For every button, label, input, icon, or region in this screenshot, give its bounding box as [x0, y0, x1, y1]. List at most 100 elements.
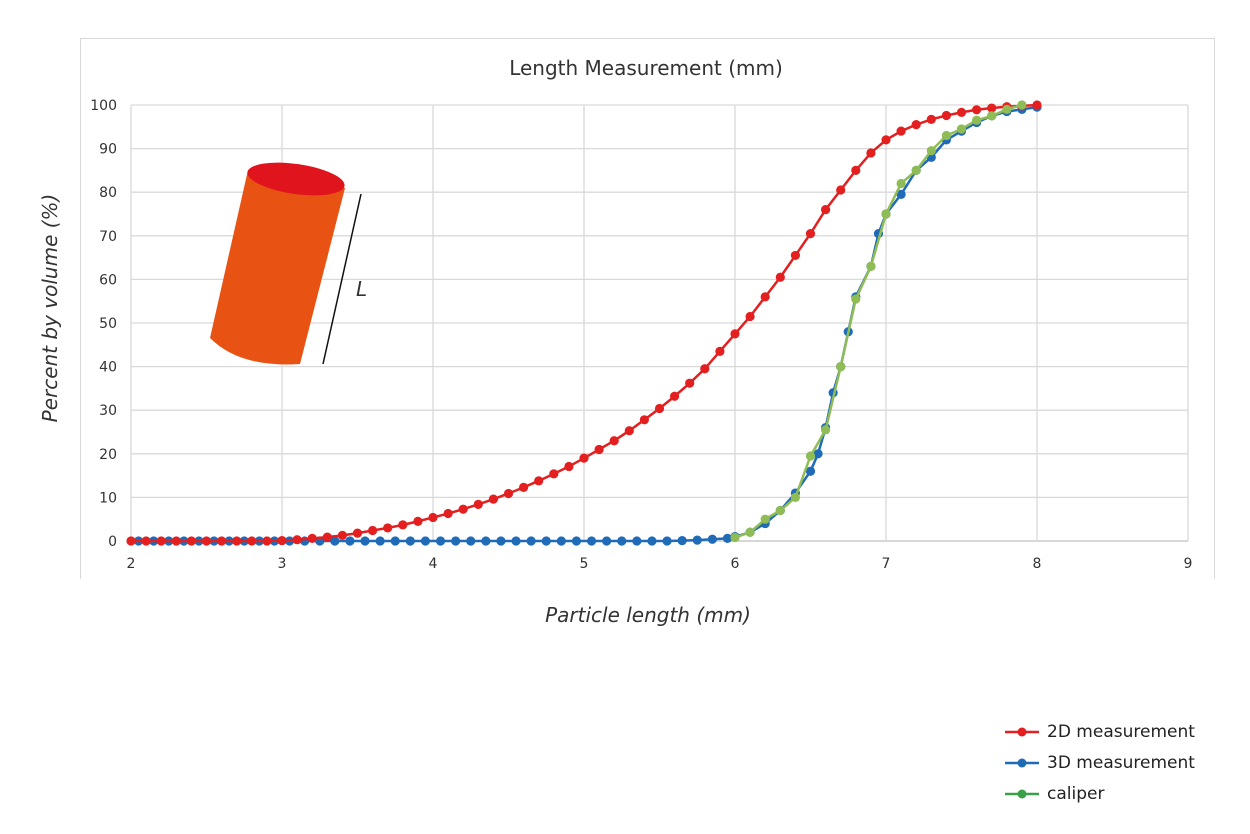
- x-tick-label: 7: [882, 556, 891, 572]
- data-point: [730, 329, 740, 339]
- data-point: [632, 536, 642, 546]
- data-point: [345, 536, 355, 546]
- data-point: [926, 146, 936, 156]
- data-point: [451, 536, 461, 546]
- data-point: [1017, 100, 1027, 110]
- data-point: [911, 120, 921, 130]
- x-tick-label: 5: [580, 556, 589, 572]
- legend-item-2d: 2D measurement: [1005, 716, 1195, 747]
- y-tick-label: 10: [99, 490, 117, 506]
- data-point: [836, 185, 846, 195]
- data-point: [277, 535, 287, 546]
- data-point: [926, 114, 936, 124]
- data-point: [549, 469, 559, 479]
- data-point: [670, 391, 680, 401]
- data-point: [337, 530, 347, 540]
- x-tick-label: 9: [1184, 556, 1193, 572]
- data-point: [662, 536, 672, 546]
- data-point: [881, 209, 891, 219]
- data-point: [330, 536, 340, 546]
- data-point: [700, 364, 710, 374]
- data-point: [322, 532, 332, 542]
- data-point: [813, 449, 823, 459]
- data-point: [715, 346, 725, 356]
- data-point: [473, 499, 483, 509]
- data-point: [586, 536, 597, 546]
- chart-frame: [80, 38, 1215, 579]
- data-point: [851, 294, 861, 304]
- data-point: [866, 261, 876, 271]
- data-point: [956, 124, 967, 134]
- data-point: [722, 533, 733, 543]
- legend-item-caliper: caliper: [1005, 778, 1195, 809]
- data-point: [654, 403, 665, 414]
- y-tick-label: 0: [108, 534, 117, 550]
- data-point: [677, 535, 687, 546]
- data-point: [503, 488, 514, 499]
- data-point: [805, 466, 816, 476]
- data-point: [594, 444, 604, 455]
- data-point: [745, 527, 755, 537]
- data-point: [790, 250, 801, 261]
- data-point: [126, 536, 136, 546]
- y-tick-label: 100: [90, 98, 117, 114]
- data-point: [896, 189, 906, 199]
- data-point: [602, 536, 612, 546]
- y-tick-label: 20: [99, 447, 117, 463]
- x-tick-label: 4: [429, 556, 438, 572]
- y-axis-label: Percent by volume (%): [38, 194, 62, 423]
- length-annotation: L: [356, 277, 367, 301]
- data-point: [383, 523, 393, 533]
- y-tick-label: 80: [99, 185, 117, 201]
- x-tick-label: 3: [278, 556, 287, 572]
- data-point: [760, 292, 770, 302]
- data-point: [707, 534, 717, 544]
- data-point: [821, 425, 831, 435]
- data-point: [987, 103, 997, 113]
- data-point: [972, 115, 982, 125]
- series-line: [734, 103, 1023, 539]
- data-point: [141, 536, 151, 546]
- cylinder-illustration: L: [210, 162, 367, 365]
- data-point: [435, 536, 446, 546]
- data-point: [745, 311, 755, 322]
- data-point: [352, 528, 363, 538]
- data-point: [866, 148, 876, 158]
- data-point: [519, 482, 529, 492]
- data-point: [232, 536, 242, 546]
- data-point: [481, 536, 491, 546]
- data-point: [428, 512, 438, 523]
- data-point: [443, 508, 453, 519]
- data-point: [247, 536, 257, 546]
- legend: 2D measurement 3D measurement caliper: [1005, 716, 1195, 809]
- data-point: [262, 536, 272, 546]
- y-tick-label: 90: [99, 142, 117, 158]
- data-point: [896, 126, 906, 136]
- data-point: [171, 536, 181, 546]
- data-point: [390, 536, 400, 546]
- data-point: [896, 178, 906, 189]
- data-point: [534, 476, 544, 486]
- x-axis-label: Particle length (mm): [545, 603, 751, 627]
- series-caliper: [730, 100, 1027, 543]
- data-point: [987, 111, 997, 121]
- data-point: [639, 415, 650, 425]
- data-point: [571, 536, 582, 546]
- data-point: [775, 505, 785, 516]
- data-point: [368, 525, 378, 536]
- data-point: [730, 532, 740, 543]
- data-point: [201, 536, 212, 546]
- series-2d-measurement: [126, 100, 1042, 546]
- data-point: [511, 536, 521, 546]
- y-tick-label: 40: [99, 360, 117, 376]
- data-point: [941, 130, 952, 141]
- data-point: [405, 536, 415, 546]
- y-tick-label: 60: [99, 272, 117, 288]
- data-point: [564, 461, 574, 472]
- data-point: [217, 536, 227, 546]
- data-point: [413, 516, 423, 526]
- data-point: [292, 535, 302, 545]
- data-point: [398, 520, 408, 530]
- data-point: [805, 229, 816, 239]
